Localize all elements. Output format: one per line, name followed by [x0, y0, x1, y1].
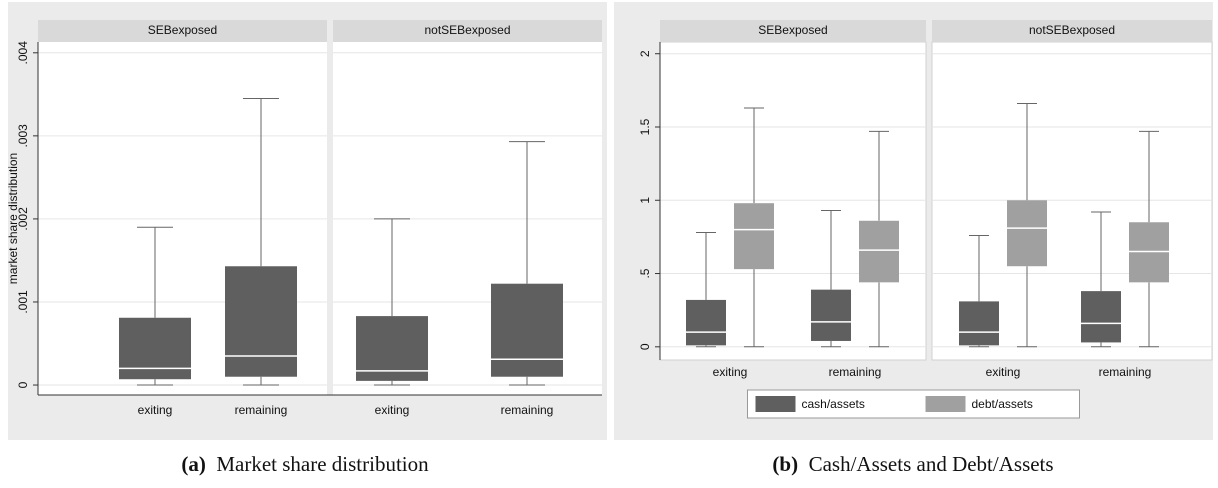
panel-title: SEBexposed	[148, 23, 217, 37]
x-tick-label: exiting	[713, 365, 748, 379]
box	[811, 289, 851, 341]
x-tick-label: exiting	[138, 403, 173, 417]
panel-strip	[932, 20, 1212, 42]
x-tick-label: remaining	[235, 403, 288, 417]
caption-label: (b)	[772, 452, 798, 476]
box	[959, 301, 999, 346]
panel-strip	[333, 20, 602, 42]
legend-swatch	[925, 396, 966, 412]
box	[119, 317, 191, 380]
legend-label: cash/assets	[802, 397, 865, 411]
box	[686, 299, 726, 346]
panel-title: SEBexposed	[758, 23, 827, 37]
panel-title: notSEBexposed	[1029, 23, 1115, 37]
caption: (b) Cash/Assets and Debt/Assets	[772, 452, 1053, 476]
y-tick-label: 2	[638, 50, 652, 57]
box	[491, 283, 563, 377]
y-tick-label: .004	[16, 41, 30, 65]
panel-strip	[38, 20, 327, 42]
legend	[747, 389, 1080, 419]
legend-swatch	[755, 396, 796, 412]
y-tick-label: .5	[638, 268, 652, 278]
panel-strip	[660, 20, 926, 42]
legend-label: debt/assets	[972, 397, 1033, 411]
x-tick-label: remaining	[501, 403, 554, 417]
y-tick-label: 0	[638, 343, 652, 350]
y-tick-label: .001	[16, 290, 30, 314]
y-tick-label: .003	[16, 124, 30, 148]
y-tick-label: 1.5	[638, 118, 652, 135]
caption-label: (a)	[181, 452, 206, 476]
box	[734, 203, 774, 270]
y-axis-label: market share distribution	[6, 153, 20, 284]
caption-text: Market share distribution	[216, 452, 429, 476]
box	[356, 316, 428, 381]
y-tick-label: 1	[638, 197, 652, 204]
box	[1081, 291, 1121, 343]
caption-text: Cash/Assets and Debt/Assets	[809, 452, 1054, 476]
y-tick-label: 0	[16, 381, 30, 388]
panel-title: notSEBexposed	[424, 23, 510, 37]
box	[225, 266, 297, 377]
box	[859, 220, 899, 283]
caption: (a) Market share distribution	[181, 452, 429, 476]
x-tick-label: exiting	[986, 365, 1021, 379]
y-tick-label: .002	[16, 207, 30, 231]
x-tick-label: remaining	[1099, 365, 1152, 379]
x-tick-label: remaining	[829, 365, 882, 379]
x-tick-label: exiting	[375, 403, 410, 417]
box	[1007, 200, 1047, 267]
